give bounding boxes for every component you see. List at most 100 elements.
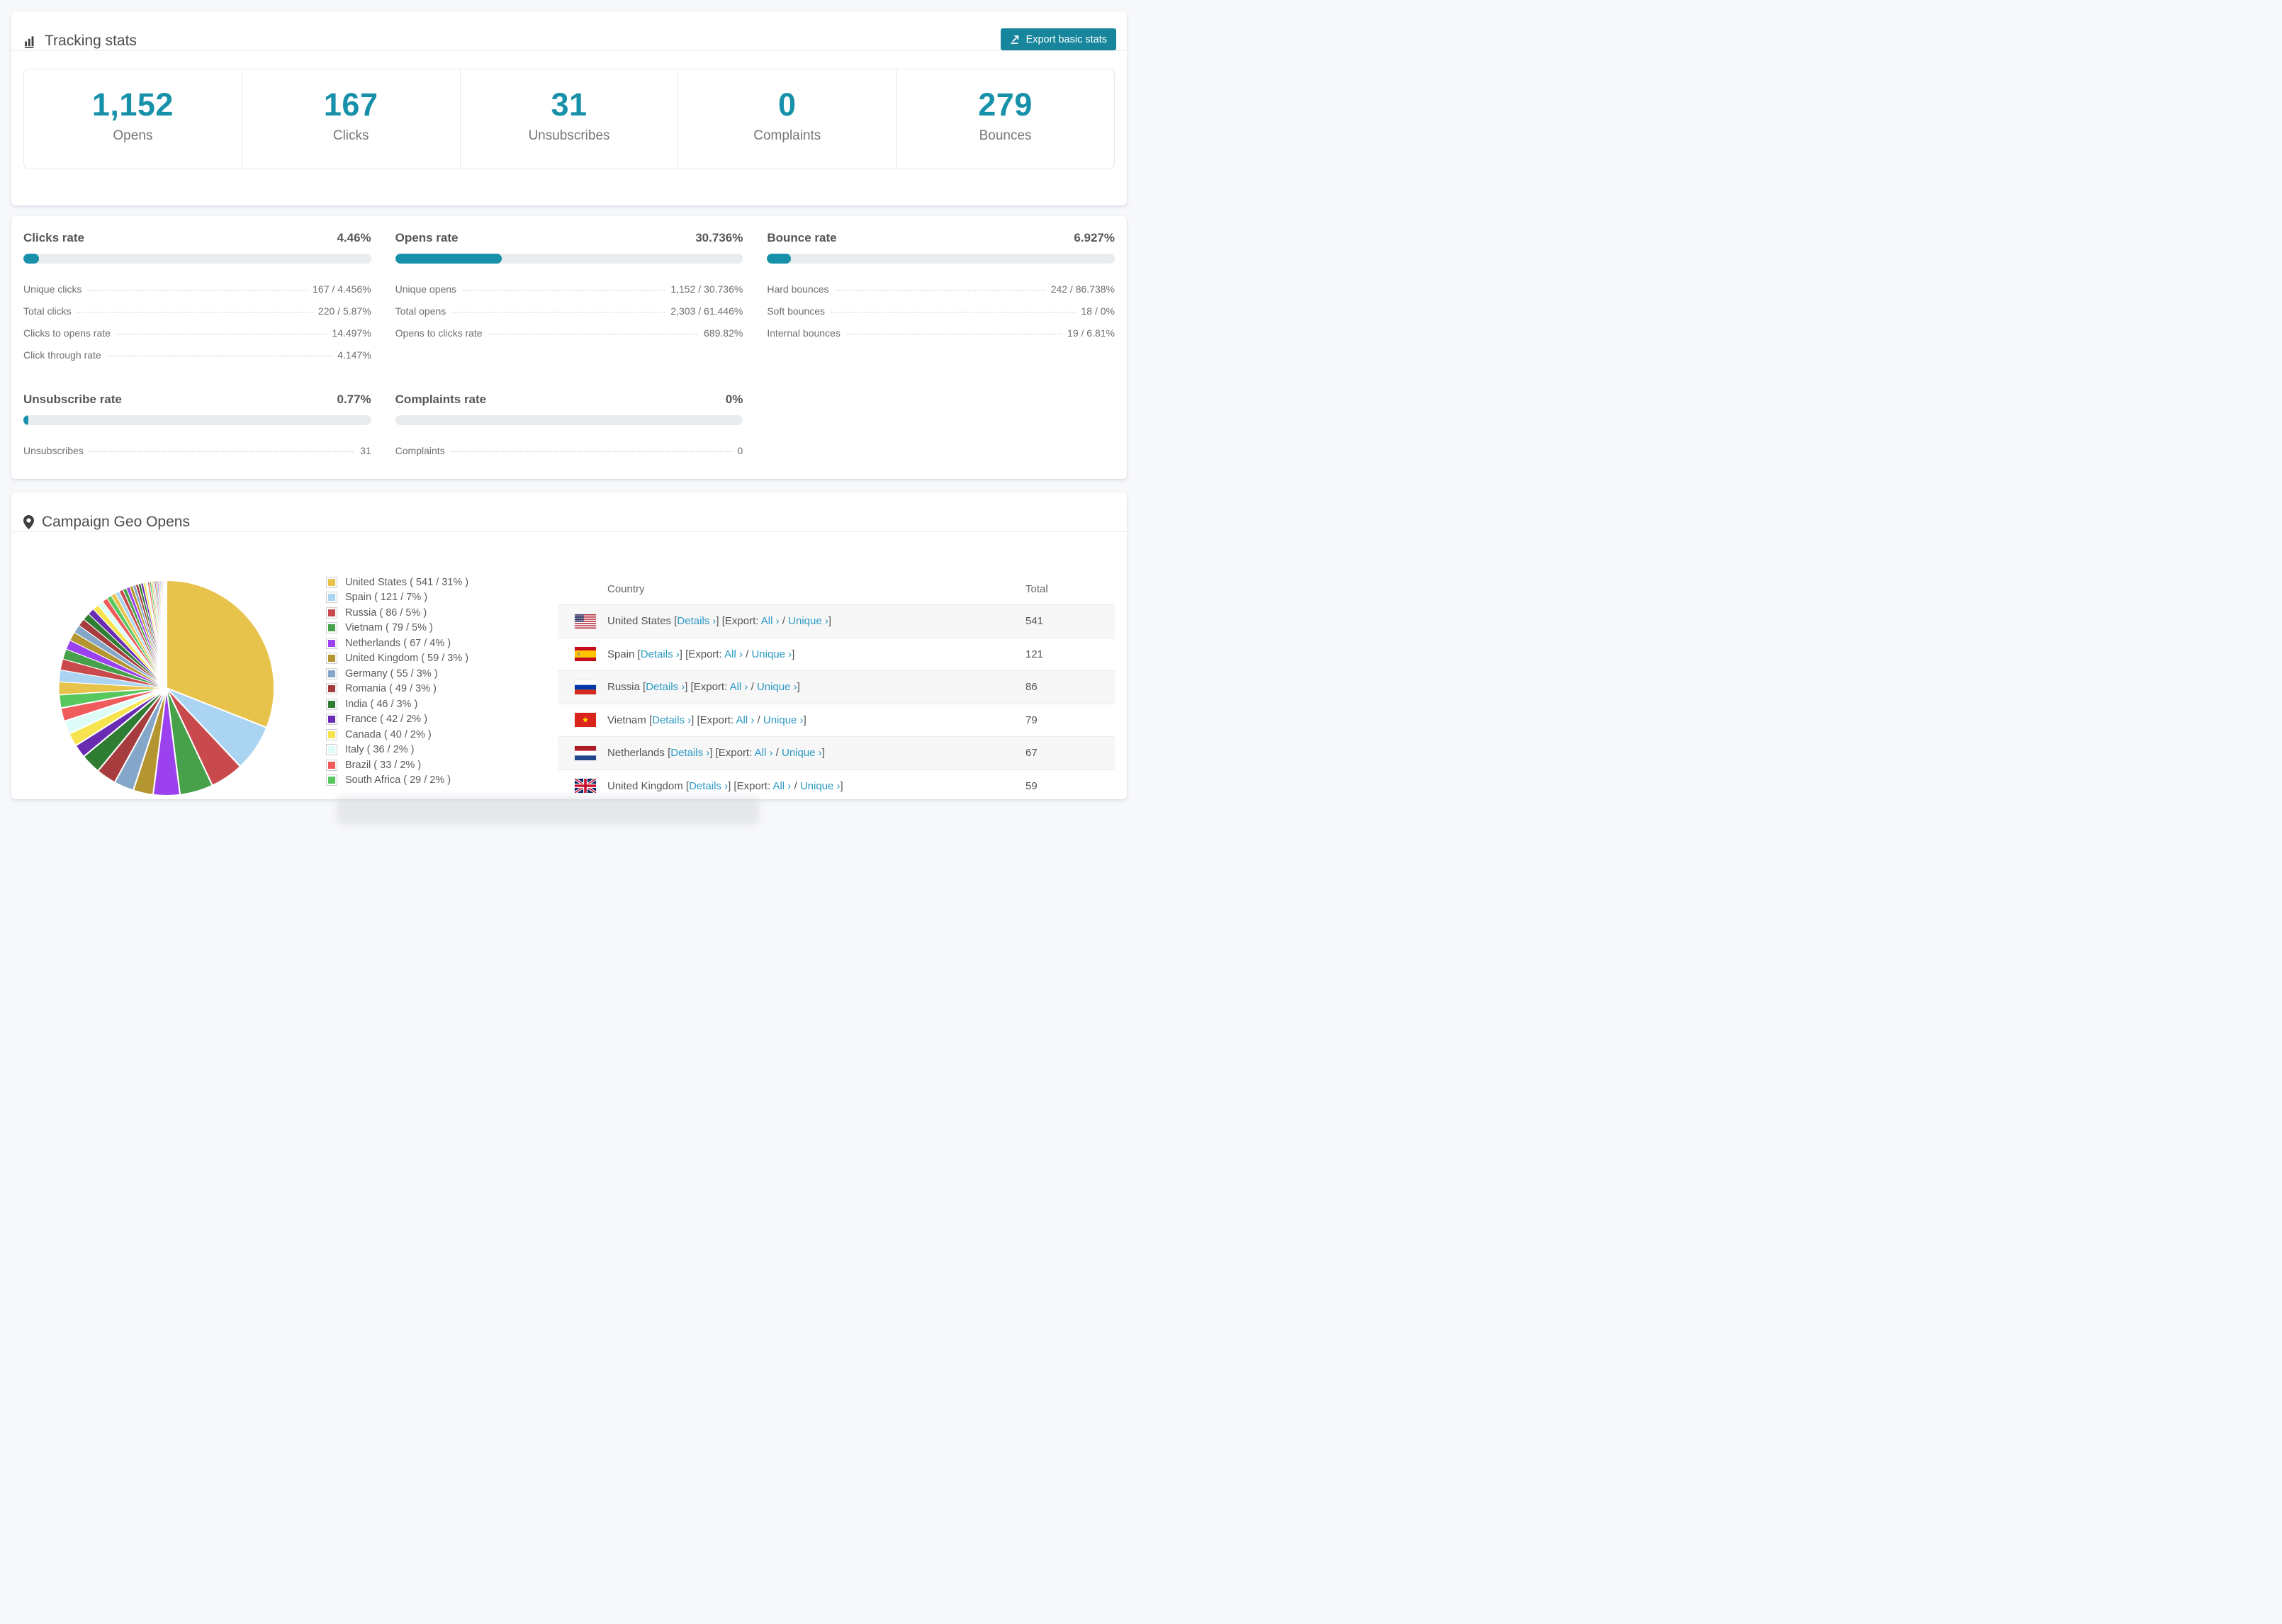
country-name: Vietnam: [607, 714, 649, 726]
legend-item: Canada ( 40 / 2% ): [326, 727, 468, 743]
detail-row: Unique opens 1,152 / 30.736%: [395, 278, 743, 300]
dotted-leader: [450, 451, 732, 452]
stat-value: 1,152: [91, 86, 174, 123]
stats-summary-row: 1,152 Opens 167 Clicks 31 Unsubscribes 0 Compla…: [23, 69, 1115, 169]
table-header-row: Country Total: [558, 573, 1115, 605]
pie-slice-united-states[interactable]: [166, 580, 275, 728]
detail-label: Total clicks: [23, 305, 72, 317]
vn-flag-icon: [575, 713, 596, 728]
detail-label: Unique clicks: [23, 283, 82, 295]
dotted-leader: [462, 289, 665, 291]
total-cell: 59: [1025, 779, 1038, 792]
details-link[interactable]: Details ›: [646, 681, 685, 694]
geo-title: Campaign Geo Opens: [42, 514, 190, 530]
rate-header: Opens rate 30.736%: [395, 231, 743, 245]
rate-value: 0%: [725, 393, 743, 406]
legend-item: Brazil ( 33 / 2% ): [326, 757, 468, 773]
export-all-link[interactable]: All ›: [754, 747, 773, 760]
details-link[interactable]: Details ›: [652, 714, 692, 726]
export-all-link[interactable]: All ›: [736, 714, 755, 726]
detail-label: Clicks to opens rate: [23, 327, 111, 339]
tracking-stats-panel: Tracking stats Export basic stats 1,152 O…: [11, 11, 1127, 205]
rate-detail-rows: Unsubscribes 31: [23, 439, 371, 461]
tracking-stats-header: Tracking stats Export basic stats: [11, 11, 1127, 51]
table-row-ru: Russia [Details ›] [Export: All › / Uniq…: [558, 671, 1115, 704]
pie-legend: United States ( 541 / 31% ) Spain ( 121 /…: [326, 575, 468, 788]
rate-progress-fill: [395, 254, 502, 264]
page-title: Tracking stats: [45, 33, 137, 49]
legend-item: South Africa ( 29 / 2% ): [326, 773, 468, 789]
rate-block-unsubscribe-rate: Unsubscribe rate 0.77% Unsubscribes 31: [23, 393, 371, 461]
export-all-link[interactable]: All ›: [729, 681, 748, 694]
rate-progress-track: [395, 254, 743, 264]
legend-swatch: [326, 607, 337, 619]
detail-label: Unique opens: [395, 283, 457, 295]
legend-swatch: [326, 698, 337, 710]
export-unique-link[interactable]: Unique ›: [788, 615, 828, 628]
dotted-leader: [834, 289, 1045, 291]
total-cell: 541: [1025, 615, 1044, 628]
details-link[interactable]: Details ›: [640, 648, 680, 660]
legend-item: India ( 46 / 3% ): [326, 697, 468, 712]
stat-value: 0: [778, 86, 797, 123]
legend-label: Brazil ( 33 / 2% ): [345, 759, 422, 771]
legend-item: Romania ( 49 / 3% ): [326, 682, 468, 697]
rate-progress-track: [23, 415, 371, 425]
rate-header: Clicks rate 4.46%: [23, 231, 371, 245]
total-cell: 86: [1025, 681, 1038, 694]
legend-label: Germany ( 55 / 3% ): [345, 667, 438, 680]
stat-value: 279: [978, 86, 1033, 123]
rate-header: Bounce rate 6.927%: [767, 231, 1115, 245]
rate-header: Unsubscribe rate 0.77%: [23, 393, 371, 407]
pie-slice-other[interactable]: [165, 580, 167, 689]
export-unique-link[interactable]: Unique ›: [751, 648, 792, 660]
dotted-leader: [89, 451, 355, 452]
details-link[interactable]: Details ›: [670, 747, 710, 760]
export-unique-link[interactable]: Unique ›: [781, 747, 822, 760]
detail-row: Soft bounces 18 / 0%: [767, 300, 1115, 322]
export-all-link[interactable]: All ›: [760, 615, 780, 628]
legend-label: Canada ( 40 / 2% ): [345, 728, 432, 740]
table-row-nl: Netherlands [Details ›] [Export: All › /…: [558, 737, 1115, 770]
export-unique-link[interactable]: Unique ›: [763, 714, 804, 726]
export-unique-link[interactable]: Unique ›: [756, 681, 797, 694]
legend-swatch: [326, 592, 337, 604]
stat-label: Complaints: [753, 128, 821, 143]
campaign-geo-opens-panel: Campaign Geo Opens United States ( 541 /…: [11, 492, 1127, 799]
legend-label: France ( 42 / 2% ): [345, 714, 428, 726]
rate-block-bounce-rate: Bounce rate 6.927% Hard bounces 242 / 86.73…: [767, 231, 1115, 366]
detail-row: Clicks to opens rate 14.497%: [23, 322, 371, 344]
rate-detail-rows: Complaints 0: [395, 439, 743, 461]
legend-swatch: [326, 759, 337, 771]
country-column-header: Country: [607, 583, 645, 595]
export-all-link[interactable]: All ›: [724, 648, 743, 660]
detail-value: 4.147%: [337, 349, 371, 361]
stat-label: Clicks: [332, 128, 369, 143]
details-link[interactable]: Details ›: [689, 779, 729, 792]
rate-progress-track: [395, 415, 743, 425]
country-cell: Vietnam [Details ›] [Export: All › / Uni…: [607, 714, 806, 726]
detail-value: 689.82%: [704, 327, 743, 339]
export-unique-link[interactable]: Unique ›: [799, 779, 841, 792]
legend-item: Italy ( 36 / 2% ): [326, 743, 468, 758]
rate-title: Opens rate: [395, 231, 459, 244]
country-name: United States: [607, 615, 675, 628]
rate-progress-fill: [767, 254, 792, 264]
detail-value: 19 / 6.81%: [1067, 327, 1115, 339]
table-row-gb: United Kingdom [Details ›] [Export: All …: [558, 770, 1115, 800]
rate-detail-rows: Unique opens 1,152 / 30.736% Total opens 2,…: [395, 278, 743, 344]
details-link[interactable]: Details ›: [677, 615, 716, 628]
export-all-link[interactable]: All ›: [772, 779, 792, 792]
detail-value: 167 / 4.456%: [313, 283, 371, 295]
rate-block-complaints-rate: Complaints rate 0% Complaints 0: [395, 393, 743, 461]
legend-item: Vietnam ( 79 / 5% ): [326, 621, 468, 636]
rate-block-opens-rate: Opens rate 30.736% Unique opens 1,152 / 30.…: [395, 231, 743, 366]
bar-chart-icon: [25, 35, 34, 48]
export-basic-stats-button[interactable]: Export basic stats: [1000, 28, 1116, 50]
detail-row: Unique clicks 167 / 4.456%: [23, 278, 371, 300]
rates-panel: Clicks rate 4.46% Unique clicks 167 / 4.456…: [11, 216, 1127, 479]
stat-label: Unsubscribes: [528, 128, 610, 143]
detail-row: Total opens 2,303 / 61.446%: [395, 300, 743, 322]
map-pin-icon: [23, 515, 34, 529]
detail-label: Complaints: [395, 444, 445, 456]
